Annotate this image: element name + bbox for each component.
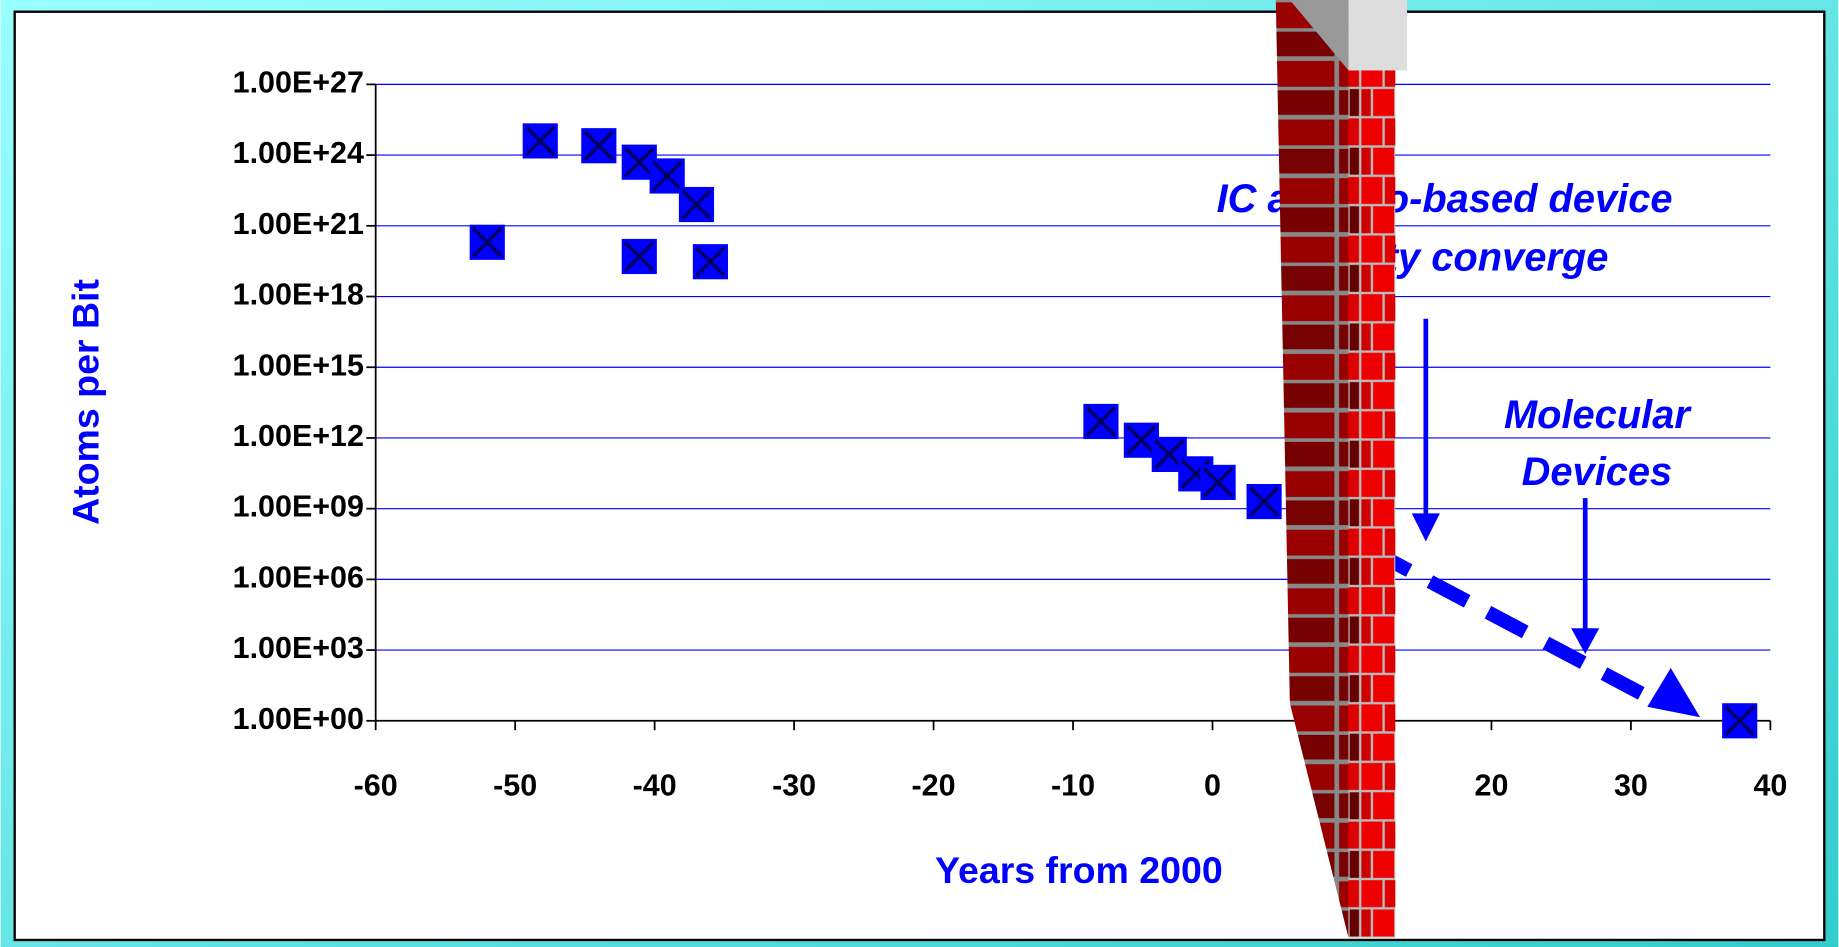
x-tick-label: -10 xyxy=(1051,769,1095,803)
y-tick-label: 1.00E+09 xyxy=(233,490,364,524)
y-tick-label: 1.00E+03 xyxy=(233,631,364,665)
x-tick-label: -40 xyxy=(633,769,677,803)
x-tick-label: -60 xyxy=(354,769,398,803)
plot-background xyxy=(13,10,1826,942)
x-tick-label: -30 xyxy=(772,769,816,803)
x-tick-label: -50 xyxy=(493,769,537,803)
y-tick-label: 1.00E+00 xyxy=(233,702,364,736)
marker-cross xyxy=(1202,467,1234,498)
annotation: Molecular xyxy=(1504,393,1692,437)
y-tick-label: 1.00E+18 xyxy=(233,278,364,312)
marker-cross xyxy=(583,130,615,162)
marker-cross xyxy=(695,246,726,278)
wall-side xyxy=(1275,0,1349,938)
marker-cross xyxy=(623,146,655,178)
wall-front xyxy=(1348,70,1396,938)
x-tick-label: 40 xyxy=(1753,769,1787,803)
marker-cross xyxy=(524,125,556,157)
brick-wall xyxy=(1275,0,1408,938)
y-tick-label: 1.00E+21 xyxy=(233,207,364,241)
x-tick-label: -20 xyxy=(912,769,956,803)
marker-cross xyxy=(1724,705,1756,737)
marker-cross xyxy=(1126,424,1157,456)
x-tick-label: 0 xyxy=(1204,769,1221,803)
y-tick-label: 1.00E+15 xyxy=(233,348,364,382)
y-tick-label: 1.00E+27 xyxy=(233,65,364,99)
marker-cross xyxy=(681,189,712,220)
annotation: Devices xyxy=(1522,450,1673,494)
x-tick-label: 30 xyxy=(1614,769,1648,803)
marker-cross xyxy=(1248,486,1280,517)
marker-cross xyxy=(471,226,503,258)
marker-cross xyxy=(623,241,655,272)
y-tick-label: 1.00E+06 xyxy=(233,560,364,594)
projection-arrowhead xyxy=(1647,668,1701,718)
wall-top xyxy=(1348,0,1408,71)
arrowhead xyxy=(1411,513,1440,542)
plot: 1.00E+00 1.00E+03 1.00E+06 1.00E+09 1.00E+12… xyxy=(233,65,1788,802)
y-tick-label: 1.00E+24 xyxy=(233,136,364,170)
x-tick-label: 20 xyxy=(1475,769,1509,803)
arrowhead xyxy=(1571,628,1600,654)
y-axis-label: Atoms per Bit xyxy=(64,279,106,525)
projection-line xyxy=(1368,544,1657,706)
x-axis-label: Years from 2000 xyxy=(935,849,1223,891)
marker-cross xyxy=(651,160,683,192)
marker-cross xyxy=(1085,406,1117,437)
y-tick-label: 1.00E+12 xyxy=(233,419,364,453)
